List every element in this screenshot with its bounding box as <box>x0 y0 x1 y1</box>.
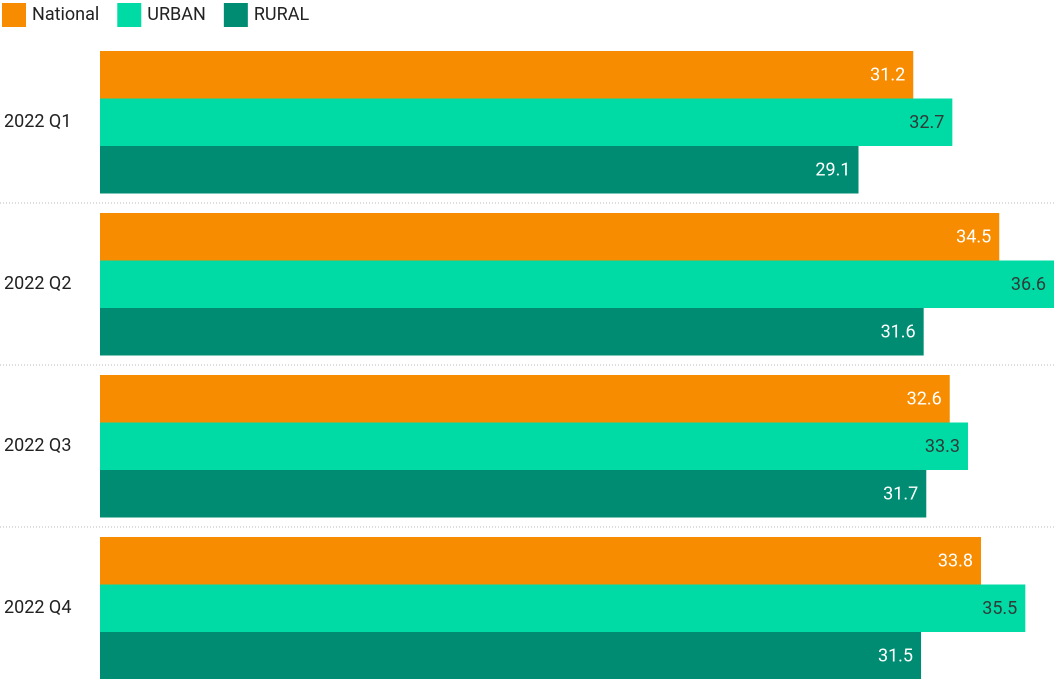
value-label: 31.6 <box>881 322 916 343</box>
bar <box>100 537 982 585</box>
bar <box>100 51 914 99</box>
bar <box>100 470 927 518</box>
bar <box>100 584 1026 632</box>
value-label: 31.2 <box>870 65 905 86</box>
bar <box>100 375 950 423</box>
bar <box>100 213 1000 261</box>
legend-label: National <box>32 4 99 25</box>
value-label: 29.1 <box>815 160 850 181</box>
bar <box>100 632 922 679</box>
bar <box>100 308 924 356</box>
value-label: 31.7 <box>883 484 918 505</box>
value-label: 33.3 <box>925 436 960 457</box>
legend-label: RURAL <box>254 4 310 25</box>
bar <box>100 98 953 146</box>
bar <box>100 260 1054 308</box>
value-label: 31.5 <box>878 646 913 667</box>
category-label: 2022 Q1 <box>4 111 71 132</box>
value-label: 35.5 <box>982 598 1017 619</box>
value-label: 34.5 <box>956 227 991 248</box>
category-label: 2022 Q3 <box>4 435 71 456</box>
category-label: 2022 Q2 <box>4 273 71 294</box>
value-label: 33.8 <box>938 551 973 572</box>
legend-swatch <box>2 3 26 27</box>
legend-swatch <box>117 3 142 27</box>
legend-label: URBAN <box>147 4 206 25</box>
category-label: 2022 Q4 <box>4 597 71 618</box>
bar <box>100 146 859 194</box>
value-label: 36.6 <box>1011 274 1046 295</box>
value-label: 32.7 <box>909 112 944 133</box>
value-label: 32.6 <box>907 389 942 410</box>
bar <box>100 422 968 470</box>
legend-swatch <box>223 3 248 27</box>
